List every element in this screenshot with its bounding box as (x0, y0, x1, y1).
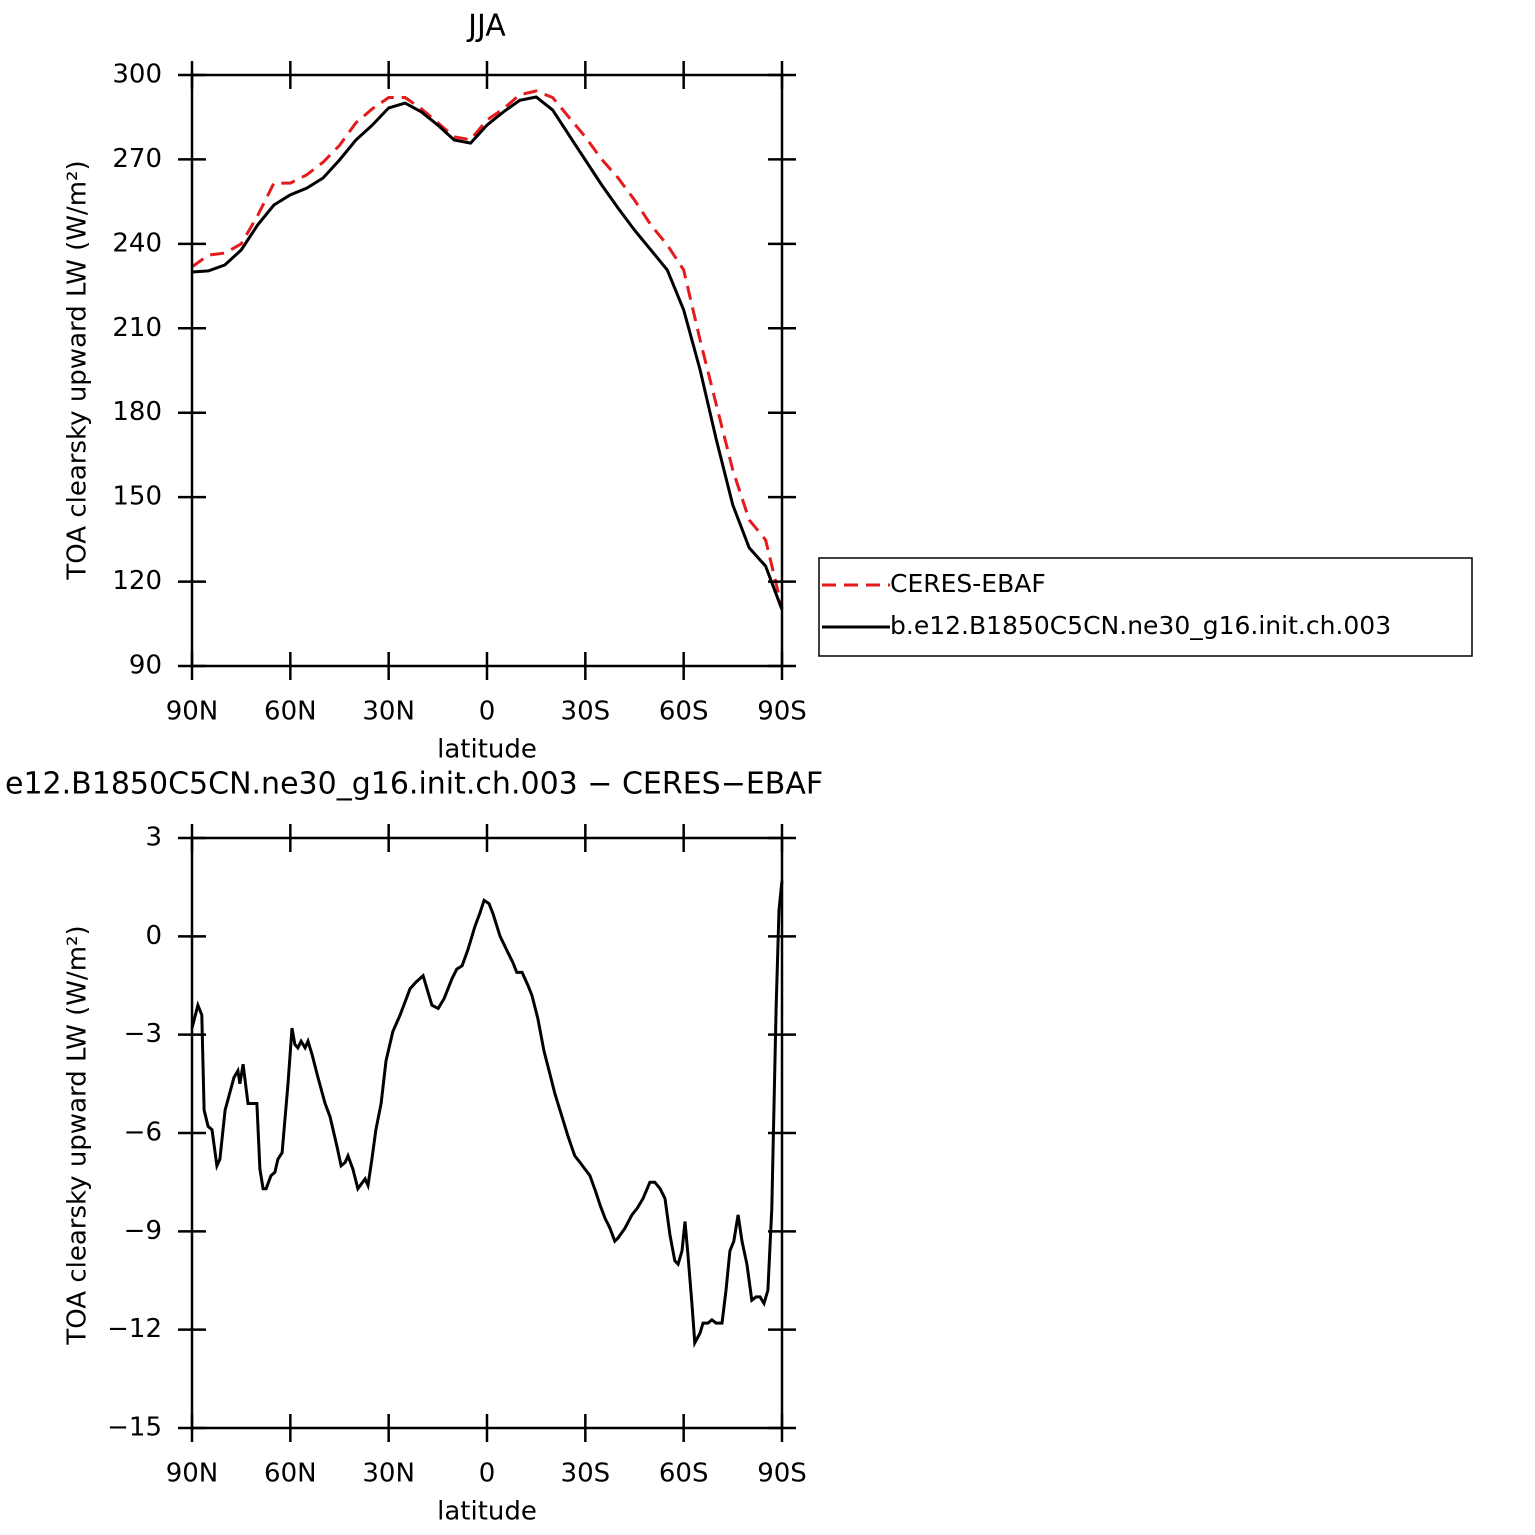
y-tick-label: 270 (112, 144, 162, 174)
plot-frame (190, 73, 784, 668)
x-tick-label: 60N (264, 697, 317, 727)
x-tick-label: 60S (659, 1459, 709, 1489)
x-axis-label: latitude (437, 1497, 537, 1527)
y-tick-label: −12 (107, 1314, 162, 1344)
y-tick-label: 90 (129, 651, 162, 681)
chart-title: JJA (466, 9, 506, 44)
x-axis-label: latitude (437, 735, 537, 765)
series-line (191, 89, 784, 609)
x-tick-label: 0 (479, 1459, 496, 1489)
y-tick-label: 210 (112, 313, 162, 343)
x-tick-label: 90N (166, 697, 219, 727)
x-tick-label: 30S (561, 697, 611, 727)
y-tick-label: 180 (112, 397, 162, 427)
y-tick-label: −15 (107, 1413, 162, 1443)
x-tick-label: 90S (757, 697, 807, 727)
legend-box (818, 557, 1473, 657)
y-axis-label: TOA clearsky upward LW (W/m²) (63, 160, 93, 580)
y-tick-label: 120 (112, 566, 162, 596)
x-tick-label: 30N (362, 1459, 415, 1489)
x-tick-label: 90N (166, 1459, 219, 1489)
y-axis-label: TOA clearsky upward LW (W/m²) (63, 925, 93, 1345)
y-tick-label: −6 (124, 1118, 162, 1148)
series-line (190, 880, 784, 1349)
x-tick-label: 90S (757, 1459, 807, 1489)
x-tick-label: 60N (264, 1459, 317, 1489)
chart-title: e12.B1850C5CN.ne30_g16.init.ch.003 − CER… (5, 767, 823, 802)
y-tick-label: −9 (124, 1216, 162, 1246)
y-tick-label: 0 (145, 921, 162, 951)
x-tick-label: 30S (561, 1459, 611, 1489)
x-tick-label: 0 (479, 697, 496, 727)
x-tick-label: 60S (659, 697, 709, 727)
legend-label: CERES-EBAF (890, 569, 1046, 598)
y-tick-label: −3 (124, 1019, 162, 1049)
y-tick-label: 240 (112, 228, 162, 258)
y-tick-label: 3 (145, 823, 162, 853)
y-tick-label: 150 (112, 482, 162, 512)
x-tick-label: 30N (362, 697, 415, 727)
y-tick-label: 300 (112, 60, 162, 90)
series-line (191, 95, 784, 611)
legend-label: b.e12.B1850C5CN.ne30_g16.init.ch.003 (890, 611, 1391, 640)
